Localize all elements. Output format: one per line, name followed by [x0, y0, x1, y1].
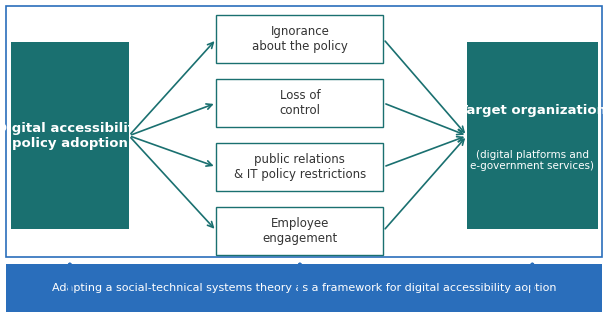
Text: Employee
engagement: Employee engagement: [262, 217, 337, 245]
Text: public relations
& IT policy restrictions: public relations & IT policy restriction…: [234, 153, 366, 181]
Text: Adapting a social-technical systems theory as a framework for digital accessibil: Adapting a social-technical systems theo…: [52, 283, 557, 293]
FancyBboxPatch shape: [467, 42, 597, 229]
FancyBboxPatch shape: [216, 15, 384, 63]
FancyBboxPatch shape: [6, 6, 602, 257]
FancyBboxPatch shape: [6, 264, 602, 312]
Text: Ignorance
about the policy: Ignorance about the policy: [252, 25, 348, 53]
FancyBboxPatch shape: [216, 207, 384, 255]
FancyBboxPatch shape: [216, 79, 384, 127]
Text: Loss of
control: Loss of control: [279, 89, 320, 117]
FancyBboxPatch shape: [216, 143, 384, 191]
Text: (digital platforms and
e-government services): (digital platforms and e-government serv…: [470, 150, 594, 172]
Text: Digital accessibility
policy adoption: Digital accessibility policy adoption: [0, 122, 143, 150]
FancyBboxPatch shape: [11, 42, 129, 229]
Text: Target organization: Target organization: [459, 104, 606, 117]
